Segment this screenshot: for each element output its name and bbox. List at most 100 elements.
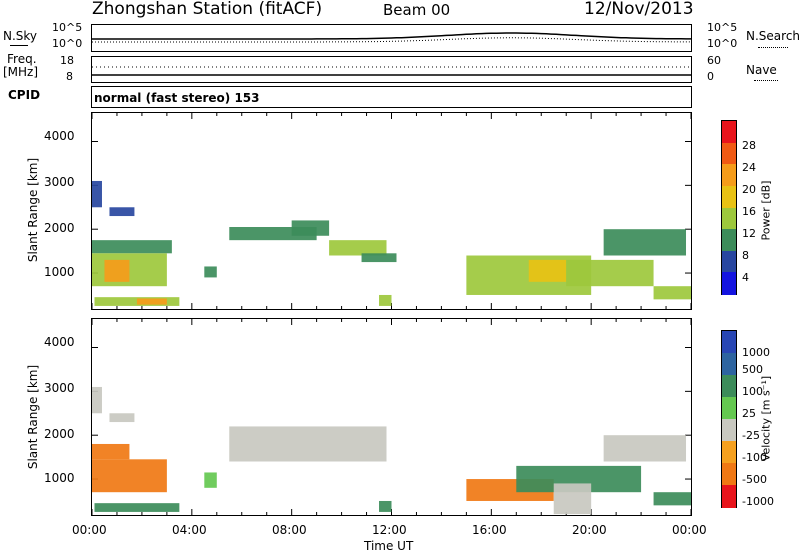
velocity-region xyxy=(92,443,130,460)
velocity-region xyxy=(204,472,217,488)
power-region xyxy=(566,259,654,287)
velocity-cb-label: Velocity [m s⁻¹] xyxy=(759,375,773,462)
colorbar-cell xyxy=(722,142,736,165)
cpid-label: CPID xyxy=(8,88,41,102)
power-cb-tick-16: 16 xyxy=(742,205,756,218)
colorbar-cell xyxy=(722,419,736,442)
power-region xyxy=(136,298,167,305)
power-region xyxy=(603,229,687,256)
velocity-region xyxy=(92,386,102,414)
nave-tick-top: 60 xyxy=(707,54,721,67)
velocity-cb-tick-1000: 1000 xyxy=(742,346,770,359)
power-cb-label: Power [dB] xyxy=(759,180,773,241)
velocity-region xyxy=(603,435,687,462)
nsearch-tick-top: 10^5 xyxy=(707,21,738,34)
nsky-legend-line xyxy=(10,45,28,46)
cpid-panel: normal (fast stereo) 153 xyxy=(91,86,692,108)
xtick-0800: 08:00 xyxy=(272,523,307,537)
power-region xyxy=(653,286,691,300)
colorbar-cell xyxy=(722,397,736,420)
power-ytick-4000: 4000 xyxy=(44,129,75,143)
xlabel: Time UT xyxy=(364,539,414,553)
colorbar-cell xyxy=(722,441,736,464)
velocity-region xyxy=(229,426,387,462)
power-region xyxy=(204,266,217,278)
power-region xyxy=(329,240,387,256)
velocity-region xyxy=(553,483,592,515)
colorbar-cell xyxy=(722,485,736,508)
power-region xyxy=(109,207,135,217)
colorbar-cell xyxy=(722,353,736,376)
cpid-text: normal (fast stereo) 153 xyxy=(94,91,260,105)
velocity-region xyxy=(109,413,135,423)
freq-label: Freq. xyxy=(7,52,37,66)
colorbar-cell xyxy=(722,375,736,398)
velocity-ytick-3000: 3000 xyxy=(44,381,75,395)
power-cb-tick-28: 28 xyxy=(742,139,756,152)
power-region xyxy=(92,240,172,254)
nsearch-tick-bottom: 10^0 xyxy=(707,37,738,50)
colorbar-cell xyxy=(722,121,736,144)
power-region xyxy=(379,294,392,306)
power-heatmap xyxy=(92,113,691,309)
velocity-region xyxy=(92,459,167,493)
velocity-ylabel: Slant Range [km] xyxy=(26,364,40,470)
power-region xyxy=(528,259,567,282)
colorbar-cell xyxy=(722,250,736,273)
velocity-region xyxy=(379,500,392,512)
velocity-cb-tick-25: 25 xyxy=(742,407,756,420)
xtick-1200: 12:00 xyxy=(372,523,407,537)
xtick-2000: 20:00 xyxy=(572,523,607,537)
power-cb-tick-24: 24 xyxy=(742,161,756,174)
colorbar-cell xyxy=(722,207,736,230)
velocity-ytick-2000: 2000 xyxy=(44,427,75,441)
velocity-cb-tick-neg25: -25 xyxy=(742,429,760,442)
power-region xyxy=(92,180,102,208)
nave-tick-bottom: 0 xyxy=(707,70,714,83)
velocity-region xyxy=(94,503,180,512)
freq-plot xyxy=(92,66,691,76)
velocity-panel xyxy=(91,318,692,516)
velocity-region xyxy=(653,492,691,506)
velocity-ytick-1000: 1000 xyxy=(44,471,75,485)
velocity-cb-tick-neg500: -500 xyxy=(742,473,767,486)
xtick-0000: 00:00 xyxy=(72,523,107,537)
power-panel xyxy=(91,112,692,310)
nsearch-trace xyxy=(92,37,691,43)
power-region xyxy=(104,259,130,282)
xtick-2400: 00:00 xyxy=(672,523,707,537)
power-ytick-2000: 2000 xyxy=(44,221,75,235)
nsky-trace xyxy=(92,32,691,40)
power-region xyxy=(94,297,180,306)
power-ylabel: Slant Range [km] xyxy=(26,157,40,263)
power-cb-tick-20: 20 xyxy=(742,183,756,196)
velocity-heatmap xyxy=(92,319,691,515)
nsearch-legend-line xyxy=(758,47,788,48)
station-title: Zhongshan Station (fitACF) xyxy=(92,0,323,19)
nave-label: Nave xyxy=(746,63,777,77)
freq-unit: [MHz] xyxy=(3,65,39,79)
colorbar-cell xyxy=(722,463,736,486)
freq-tick-top: 18 xyxy=(60,54,74,67)
power-ytick-3000: 3000 xyxy=(44,175,75,189)
power-region xyxy=(361,253,397,263)
nsky-plot xyxy=(92,32,691,43)
xtick-1600: 16:00 xyxy=(472,523,507,537)
power-cb-tick-12: 12 xyxy=(742,227,756,240)
nave-legend-line xyxy=(754,80,778,81)
freq-tick-bottom: 8 xyxy=(66,70,73,83)
nsky-panel xyxy=(91,24,692,52)
power-region xyxy=(291,220,330,236)
colorbar-cell xyxy=(722,185,736,209)
date-label: 12/Nov/2013 xyxy=(584,0,694,19)
power-ytick-1000: 1000 xyxy=(44,265,75,279)
velocity-cb-tick-500: 500 xyxy=(742,363,763,376)
velocity-colorbar xyxy=(721,330,737,508)
power-colorbar xyxy=(721,120,737,295)
colorbar-cell xyxy=(722,229,736,252)
velocity-cb-tick-neg100: -100 xyxy=(742,451,767,464)
colorbar-cell xyxy=(722,164,736,187)
colorbar-cell xyxy=(722,272,736,295)
power-cb-tick-8: 8 xyxy=(742,249,749,262)
velocity-cb-tick-neg1000: -1000 xyxy=(742,495,774,508)
